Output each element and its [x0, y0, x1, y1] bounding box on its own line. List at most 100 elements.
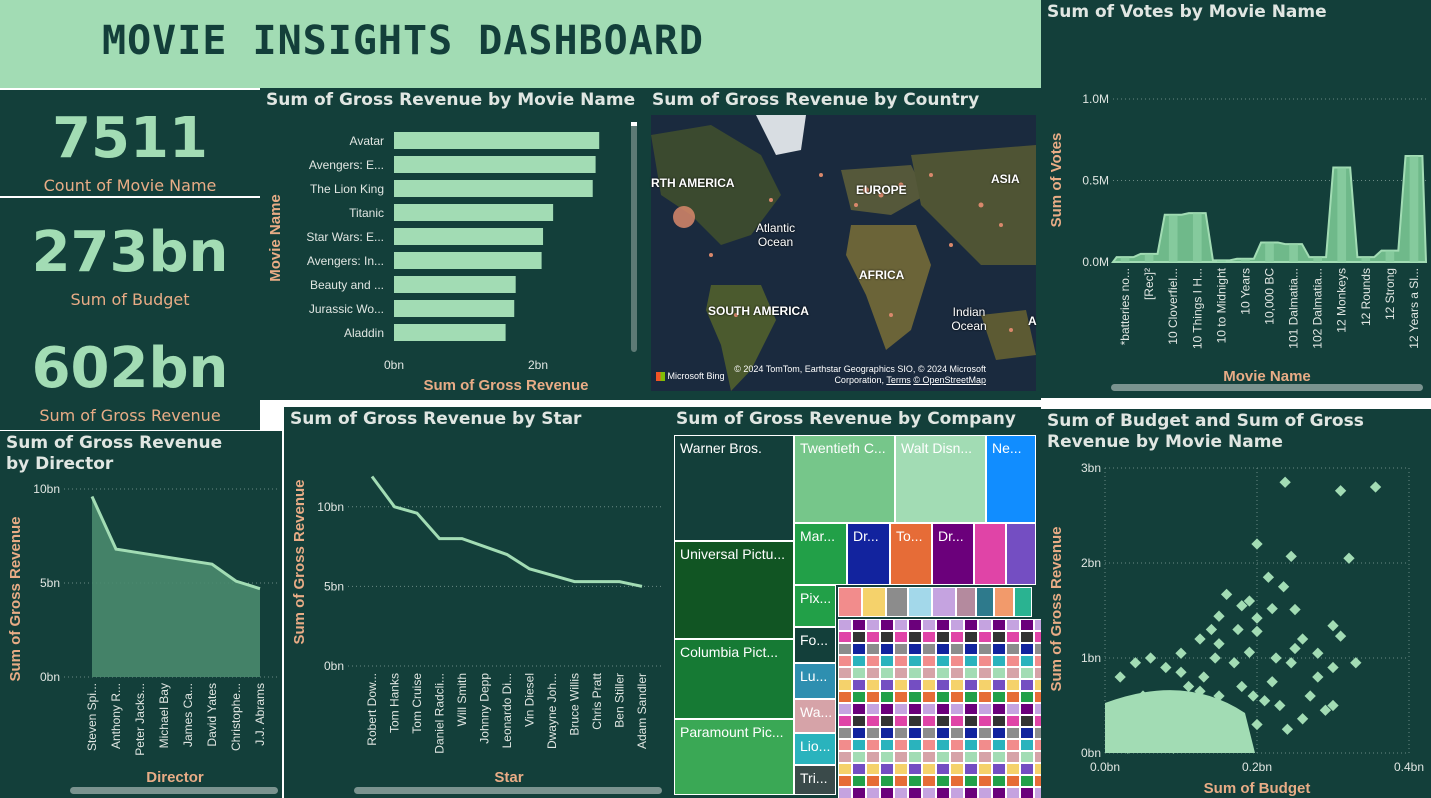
tm-minor-cell: [922, 787, 936, 798]
scatter-point-42: [1175, 709, 1187, 721]
scatter-point-40: [1137, 690, 1149, 702]
tm-minor-cell: [866, 787, 880, 798]
tm-new-line[interactable]: Ne...: [986, 435, 1036, 523]
tm-minor-cell: [922, 679, 936, 691]
tm-paramount[interactable]: Paramount Pic...: [674, 719, 794, 795]
budget-vs-gross-panel[interactable]: Sum of Budget and Sum of Gross Revenue b…: [1041, 409, 1431, 798]
tm-minor-cell: [992, 775, 1006, 787]
tm-warner[interactable]: Warner Bros.: [674, 435, 794, 541]
tm-dreamworks-2[interactable]: Dr...: [932, 523, 974, 585]
star-y-tick: 0bn: [324, 659, 344, 673]
map-terms-link[interactable]: Terms: [886, 375, 911, 385]
bar-8: [394, 324, 506, 341]
tm-twentieth[interactable]: Twentieth C...: [794, 435, 895, 523]
map-osm-link[interactable]: © OpenStreetMap: [913, 375, 986, 385]
gross-by-director-chart[interactable]: 0bn 5bn 10bn Steven Spi... Anthony R... Peter…: [0, 431, 282, 798]
star-x-tick: Johnny Depp: [478, 673, 492, 744]
tm-minor-cell: [950, 739, 964, 751]
tm-universal[interactable]: Universal Pictu...: [674, 541, 794, 639]
tm-lucasfilm[interactable]: Lu...: [794, 663, 836, 699]
tm-minor-cell[interactable]: [886, 587, 908, 617]
tm-minor-cell: [852, 763, 866, 775]
tm-touchstone[interactable]: To...: [890, 523, 932, 585]
tm-minor-cell[interactable]: [956, 587, 976, 617]
votes-x-tick: 10,000 BC: [1263, 268, 1277, 325]
tm-minor-cell: [1034, 619, 1041, 631]
tm-minor-cell: [964, 751, 978, 763]
tm-minor-cell: [950, 727, 964, 739]
gross-by-director-panel[interactable]: Sum of Gross Revenue by Director 0bn 5bn 1…: [0, 431, 282, 798]
tm-minor-cell: [908, 787, 922, 798]
scatter-point-21: [1213, 638, 1225, 650]
votes-by-movie-panel[interactable]: Sum of Votes by Movie Name 0.0M 0.5M 1.0M *…: [1041, 0, 1431, 398]
bar-x-tick: 2bn: [528, 358, 548, 372]
director-area: [92, 496, 260, 677]
tm-minor-cell[interactable]: [976, 587, 994, 617]
tm-minor-cell: [880, 643, 894, 655]
tm-minor-cell: [1006, 775, 1020, 787]
tm-warner-anim[interactable]: Wa...: [794, 699, 836, 733]
tm-minor-cell: [838, 679, 852, 691]
map-title: Sum of Gross Revenue by Country: [652, 90, 980, 110]
world-map[interactable]: [651, 115, 1036, 391]
tm-disney[interactable]: Walt Disn...: [895, 435, 986, 523]
tm-minor-cell[interactable]: [908, 587, 932, 617]
kpi-budget-label: Sum of Budget: [70, 290, 190, 309]
tm-minor-cell: [894, 679, 908, 691]
budget-vs-gross-chart[interactable]: 0bn 1bn 2bn 3bn 0.0bn 0.2bn 0.4bn Sum of Budget…: [1041, 409, 1431, 798]
tm-minor-cell[interactable]: [994, 587, 1014, 617]
tm-lionsgate[interactable]: Lio...: [794, 733, 836, 765]
star-x-tick: Bruce Willis: [568, 673, 582, 736]
tm-purple[interactable]: [1006, 523, 1036, 585]
tm-minor-cell: [866, 715, 880, 727]
tm-marvel[interactable]: Mar...: [794, 523, 847, 585]
tm-pixar[interactable]: Pix...: [794, 585, 836, 627]
gross-by-star-panel[interactable]: Sum of Gross Revenue by Star 0bn 5bn 10bn R…: [284, 407, 670, 798]
map-label-a: A: [1028, 314, 1037, 328]
scatter-point-16: [1289, 642, 1301, 655]
tm-pink[interactable]: [974, 523, 1006, 585]
tm-minor-cell: [1020, 763, 1034, 775]
tm-minor-cell: [852, 751, 866, 763]
tm-minor-cell: [936, 691, 950, 703]
tm-minor-cell: [838, 787, 852, 798]
tm-columbia[interactable]: Columbia Pict...: [674, 639, 794, 719]
tm-minor-cell: [866, 655, 880, 667]
tm-minor-cell: [866, 763, 880, 775]
gross-by-company-panel[interactable]: Sum of Gross Revenue by Company Warner B…: [670, 407, 1041, 798]
tm-minor-cell: [922, 643, 936, 655]
scatter-point-10: [1266, 602, 1278, 615]
tm-fox[interactable]: Fo...: [794, 627, 836, 663]
tm-minor-cell: [852, 727, 866, 739]
votes-point-11: [1385, 250, 1395, 262]
tm-minor-cell[interactable]: [862, 587, 886, 617]
scatter-point-69: [1334, 630, 1347, 642]
director-x-tick: Anthony R...: [109, 683, 123, 749]
tm-minor-cell[interactable]: [932, 587, 956, 617]
tm-dreamworks-1[interactable]: Dr...: [847, 523, 890, 585]
map-label-asia: ASIA: [991, 172, 1020, 186]
votes-x-tick: 12 Monkeys: [1335, 268, 1349, 333]
gross-by-movie-chart[interactable]: Avatar Avengers: E... The Lion King Titanic…: [260, 88, 646, 400]
gross-by-star-chart[interactable]: 0bn 5bn 10bn Robert Dow... Tom Hanks Tom Crui…: [284, 407, 670, 798]
tm-minor-cell: [992, 751, 1006, 763]
tm-minor-cell: [908, 667, 922, 679]
gross-by-movie-panel[interactable]: Sum of Gross Revenue by Movie Name Avata…: [260, 88, 646, 400]
kpi-budget-value: 273bn: [31, 220, 229, 285]
tm-minor-cell: [1034, 727, 1041, 739]
map-panel[interactable]: Sum of Gross Revenue by Country RTH AMER…: [646, 88, 1041, 400]
tm-minor-cell: [936, 679, 950, 691]
tm-tristar[interactable]: Tri...: [794, 765, 836, 795]
tm-minor-cell: [1020, 775, 1034, 787]
scatter-x-tick: 0.4bn: [1394, 760, 1424, 774]
tm-minor-cell: [852, 655, 866, 667]
tm-minor-cell: [838, 619, 852, 631]
votes-by-movie-chart[interactable]: 0.0M 0.5M 1.0M *batteries no... [Rec]² 10 Clo…: [1041, 0, 1431, 398]
tm-minor-cell: [950, 751, 964, 763]
tm-minor-cell: [936, 655, 950, 667]
tm-minor-cell: [950, 655, 964, 667]
map-label-north-america: RTH AMERICA: [651, 176, 735, 190]
tm-minor-cell[interactable]: [1014, 587, 1032, 617]
bar-4: [394, 228, 544, 245]
tm-minor-cell[interactable]: [838, 587, 862, 617]
